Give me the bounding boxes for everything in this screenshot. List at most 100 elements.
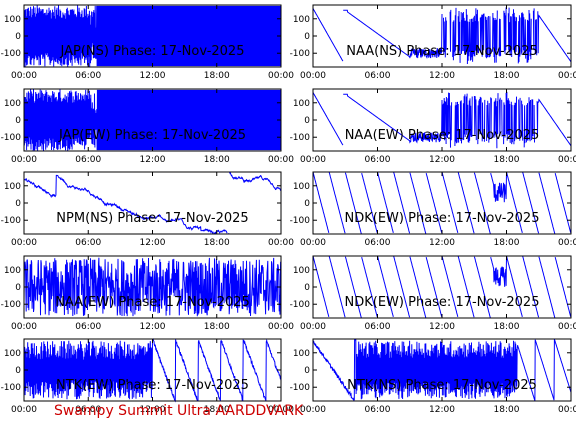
- x-tick-label: 00:00: [300, 322, 326, 332]
- x-tick-label: 06:00: [365, 238, 391, 248]
- x-tick-label: 06:00: [365, 71, 391, 81]
- y-tick-label: 100: [293, 182, 310, 192]
- x-tick-label: 00:00: [11, 322, 37, 332]
- x-tick-label: 00:00: [300, 405, 326, 415]
- y-tick-label: 0: [304, 199, 310, 209]
- x-tick-label: 00:00: [268, 405, 294, 415]
- panel-3: 100 0 -100 00:00 06:00 12:00 18:00 00:00 JAP(EW)…: [1, 88, 294, 165]
- panel-title: NAA(EW) Phase: 17-Nov-2025: [55, 295, 250, 310]
- x-tick-label: 06:00: [75, 155, 101, 165]
- x-tick-label: 18:00: [204, 405, 230, 415]
- x-tick-label: 06:00: [75, 322, 101, 332]
- panel-6: 100 0 -100 00:00 06:00 12:00 18:00 00:00 NDK(EW)…: [290, 171, 576, 248]
- y-tick-label: 100: [293, 266, 310, 276]
- panel-2: 100 0 -100 00:00 06:00 12:00 18:00 00:00 NAA(NS)…: [290, 4, 576, 81]
- panel-7: 100 0 -100 00:00 06:00 12:00 18:00 00:00 NAA(EW)…: [1, 255, 294, 332]
- x-tick-label: 18:00: [204, 71, 230, 81]
- phase-trace: [312, 7, 572, 65]
- phase-trace: [312, 338, 572, 402]
- y-tick-label: -100: [1, 383, 22, 393]
- x-tick-label: 18:00: [494, 405, 520, 415]
- x-tick-label: 00:00: [558, 155, 576, 165]
- y-tick-label: -100: [1, 49, 22, 59]
- panel-title: NTK(EW) Phase: 17-Nov-2025: [56, 378, 249, 393]
- x-tick-label: 12:00: [140, 405, 166, 415]
- x-tick-label: 18:00: [494, 71, 520, 81]
- x-tick-label: 18:00: [494, 322, 520, 332]
- x-tick-label: 18:00: [494, 155, 520, 165]
- panel-title: NPM(NS) Phase: 17-Nov-2025: [56, 211, 248, 226]
- y-tick-label: 0: [304, 366, 310, 376]
- y-tick-label: 0: [15, 32, 21, 42]
- y-tick-label: 100: [293, 15, 310, 25]
- y-tick-label: -100: [1, 300, 22, 310]
- x-tick-label: 00:00: [268, 71, 294, 81]
- x-tick-label: 00:00: [558, 238, 576, 248]
- y-tick-label: 0: [15, 283, 21, 293]
- x-tick-label: 00:00: [268, 238, 294, 248]
- y-tick-label: 0: [15, 366, 21, 376]
- y-tick-label: 100: [4, 99, 21, 109]
- station-footer: Swampy Summit Ultra AARDDVARK: [54, 403, 304, 419]
- x-tick-label: 00:00: [11, 71, 37, 81]
- x-tick-label: 12:00: [429, 405, 455, 415]
- y-tick-label: 0: [304, 283, 310, 293]
- x-tick-label: 00:00: [558, 71, 576, 81]
- x-tick-label: 06:00: [75, 405, 101, 415]
- x-tick-label: 00:00: [11, 238, 37, 248]
- x-tick-label: 18:00: [204, 322, 230, 332]
- y-tick-label: -100: [1, 216, 22, 226]
- x-tick-label: 06:00: [75, 71, 101, 81]
- x-tick-label: 18:00: [204, 155, 230, 165]
- x-tick-label: 00:00: [300, 155, 326, 165]
- y-tick-label: 100: [4, 266, 21, 276]
- y-tick-label: 100: [4, 15, 21, 25]
- panel-title: NAA(EW) Phase: 17-Nov-2025: [345, 128, 540, 143]
- x-tick-label: 18:00: [494, 238, 520, 248]
- x-tick-label: 06:00: [75, 238, 101, 248]
- phase-trace: [23, 257, 282, 317]
- x-tick-label: 06:00: [365, 155, 391, 165]
- x-tick-label: 06:00: [365, 322, 391, 332]
- x-tick-label: 12:00: [140, 71, 166, 81]
- phase-trace: [312, 91, 572, 149]
- y-tick-label: -100: [290, 300, 311, 310]
- panel-10: 100 0 -100 00:00 06:00 12:00 18:00 00:00 NTK(NS)…: [290, 338, 576, 415]
- panel-1: 100 0 -100 00:00 06:00 12:00 18:00 00:00 JAP(NS)…: [1, 4, 294, 81]
- x-tick-label: 00:00: [558, 322, 576, 332]
- panel-title: JAP(EW) Phase: 17-Nov-2025: [58, 128, 246, 143]
- x-tick-label: 12:00: [429, 238, 455, 248]
- y-tick-label: 100: [4, 182, 21, 192]
- x-tick-label: 12:00: [140, 155, 166, 165]
- x-tick-label: 18:00: [204, 238, 230, 248]
- x-tick-label: 00:00: [268, 322, 294, 332]
- x-tick-label: 00:00: [300, 238, 326, 248]
- y-tick-label: -100: [290, 216, 311, 226]
- x-tick-label: 12:00: [140, 322, 166, 332]
- x-tick-label: 12:00: [429, 71, 455, 81]
- y-tick-label: 100: [4, 349, 21, 359]
- panel-8: 100 0 -100 00:00 06:00 12:00 18:00 00:00 NDK(EW)…: [290, 255, 576, 332]
- panel-title: NDK(EW) Phase: 17-Nov-2025: [345, 295, 540, 310]
- y-tick-label: -100: [290, 383, 311, 393]
- y-tick-label: 100: [293, 99, 310, 109]
- y-tick-label: 0: [304, 32, 310, 42]
- x-tick-label: 00:00: [11, 405, 37, 415]
- x-tick-label: 00:00: [11, 155, 37, 165]
- panel-4: 100 0 -100 00:00 06:00 12:00 18:00 00:00 NAA(EW)…: [290, 88, 576, 165]
- panel-title: NDK(EW) Phase: 17-Nov-2025: [345, 211, 540, 226]
- panel-9: 100 0 -100 00:00 06:00 12:00 18:00 00:00 NTK(EW)…: [1, 338, 294, 415]
- panel-title: NTK(NS) Phase: 17-Nov-2025: [347, 378, 537, 393]
- x-tick-label: 12:00: [429, 155, 455, 165]
- panel-title: JAP(NS) Phase: 17-Nov-2025: [60, 44, 245, 59]
- panel-title: NAA(NS) Phase: 17-Nov-2025: [346, 44, 537, 59]
- x-tick-label: 00:00: [558, 405, 576, 415]
- y-tick-label: -100: [290, 49, 311, 59]
- y-tick-label: 0: [304, 116, 310, 126]
- x-tick-label: 00:00: [268, 155, 294, 165]
- y-tick-label: -100: [1, 133, 22, 143]
- y-tick-label: -100: [290, 133, 311, 143]
- x-tick-label: 00:00: [300, 71, 326, 81]
- y-tick-label: 100: [293, 349, 310, 359]
